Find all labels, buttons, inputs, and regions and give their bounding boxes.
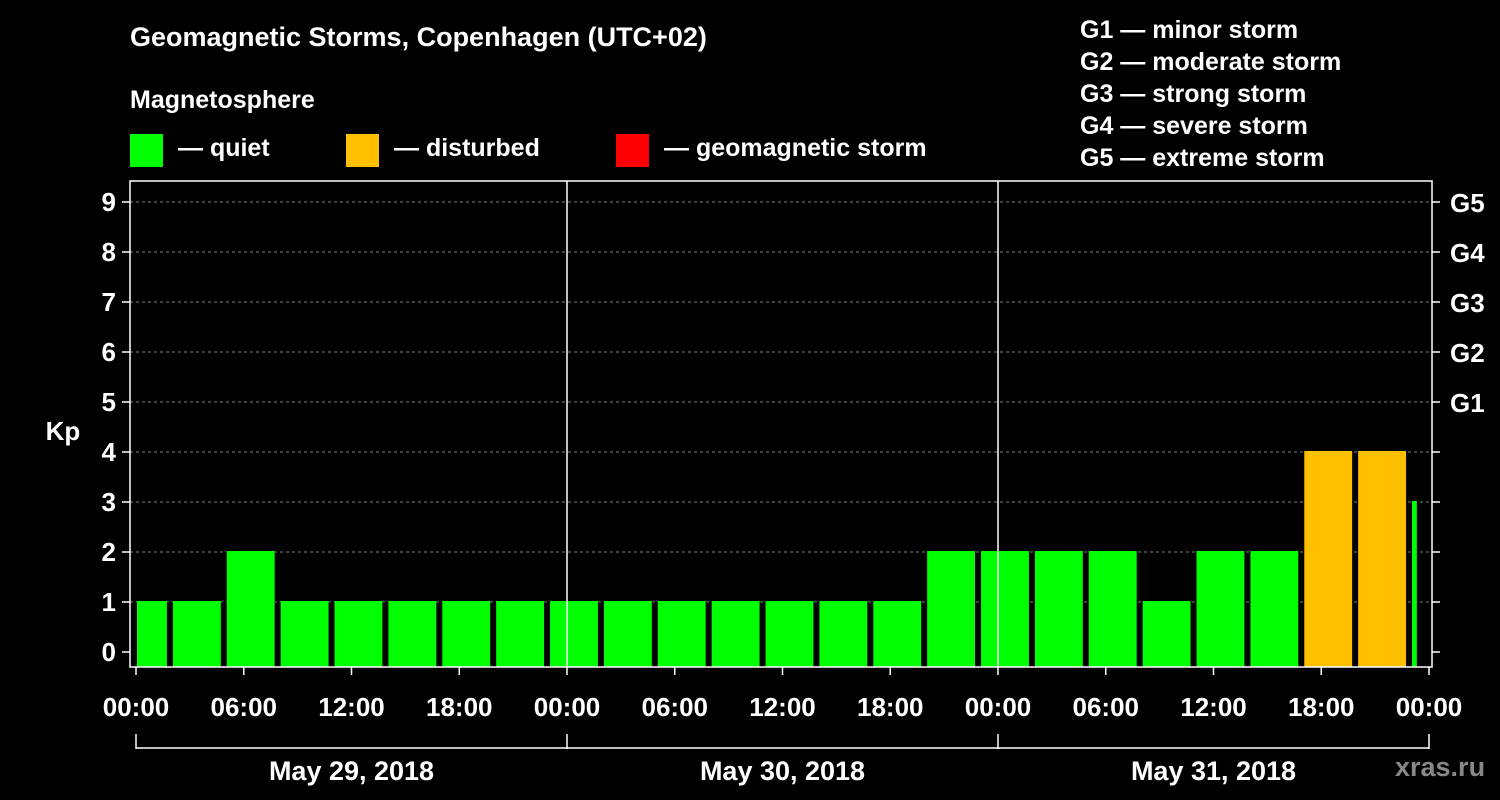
y-tick-label-2: 2 [102,537,116,567]
g-scale-label-g5: G5 [1450,188,1485,218]
kp-bar-4 [334,601,383,667]
kp-bar-5 [388,601,437,667]
storm-scale-g5: G5 — extreme storm [1080,144,1325,172]
g-scale-label-g1: G1 [1450,388,1485,418]
x-tick-label-5: 06:00 [642,692,709,722]
y-tick-label-7: 7 [102,287,116,317]
kp-bar-22 [1304,451,1353,667]
y-tick-label-8: 8 [102,237,116,267]
legend-label-disturbed: — disturbed [394,134,540,162]
kp-bar-8 [550,601,598,667]
y-axis-label: Kp [46,416,81,446]
kp-bar-0 [137,601,167,667]
storm-scale-legend: G1 — minor storm G2 — moderate storm G3 … [1080,14,1341,174]
watermark: xras.ru [1395,752,1486,782]
kp-bar-3 [280,601,329,667]
x-tick-label-0: 00:00 [103,692,170,722]
kp-bar-6 [442,601,491,667]
legend-swatch-disturbed [346,134,379,167]
storm-scale-g3: G3 — strong storm [1080,80,1307,108]
y-tick-label-5: 5 [102,387,116,417]
kp-bar-11 [711,601,760,667]
y-tick-label-3: 3 [102,487,116,517]
kp-bar-1 [172,601,221,667]
kp-bar-17 [1034,551,1083,667]
y-tick-label-1: 1 [102,587,116,617]
y-tick-label-9: 9 [102,187,116,217]
kp-bar-13 [819,601,868,667]
x-tick-label-9: 06:00 [1073,692,1140,722]
legend-item-quiet: — quiet [130,134,330,168]
legend-title: Magnetosphere [130,86,315,114]
kp-bar-10 [657,601,706,667]
kp-bar-21 [1250,551,1299,667]
y-tick-label-4: 4 [102,437,117,467]
legend-item-storm: — geomagnetic storm [616,134,956,168]
x-tick-label-3: 18:00 [426,692,493,722]
x-tick-label-4: 00:00 [534,692,601,722]
kp-bar-2 [226,551,275,667]
kp-bar-12 [765,601,814,667]
x-tick-label-10: 12:00 [1180,692,1247,722]
day-label-1: May 30, 2018 [700,756,865,786]
kp-bar-15 [927,551,976,667]
legend-swatch-quiet [130,134,163,167]
y-tick-label-0: 0 [102,637,116,667]
x-tick-label-8: 00:00 [965,692,1032,722]
x-tick-label-11: 18:00 [1288,692,1355,722]
kp-bar-7 [496,601,545,667]
plot-frame [129,180,1433,668]
kp-bar-23 [1358,451,1407,667]
x-tick-label-2: 12:00 [318,692,385,722]
day-label-2: May 31, 2018 [1131,756,1296,786]
legend-swatch-storm [616,134,649,167]
y-tick-label-6: 6 [102,337,116,367]
x-tick-label-6: 12:00 [749,692,816,722]
storm-scale-g1: G1 — minor storm [1080,16,1299,44]
chart-title: Geomagnetic Storms, Copenhagen (UTC+02) [130,22,707,52]
storm-scale-g2: G2 — moderate storm [1080,48,1342,76]
kp-bar-14 [873,601,922,667]
legend-item-disturbed: — disturbed [346,134,576,168]
x-tick-label-12: 00:00 [1396,692,1463,722]
kp-bar-9 [603,601,652,667]
g-scale-label-g3: G3 [1450,288,1485,318]
kp-bar-20 [1196,551,1245,667]
kp-bar-24 [1412,501,1417,667]
x-tick-label-1: 06:00 [211,692,278,722]
g-scale-label-g2: G2 [1450,338,1485,368]
kp-bar-19 [1142,601,1191,667]
kp-bar-18 [1088,551,1137,667]
x-tick-label-7: 18:00 [857,692,924,722]
kp-bar-16 [981,551,1029,667]
legend-label-quiet: — quiet [178,134,270,162]
day-label-0: May 29, 2018 [269,756,434,786]
g-scale-label-g4: G4 [1450,238,1485,268]
storm-scale-g4: G4 — severe storm [1080,112,1308,140]
legend-label-storm: — geomagnetic storm [664,134,927,162]
